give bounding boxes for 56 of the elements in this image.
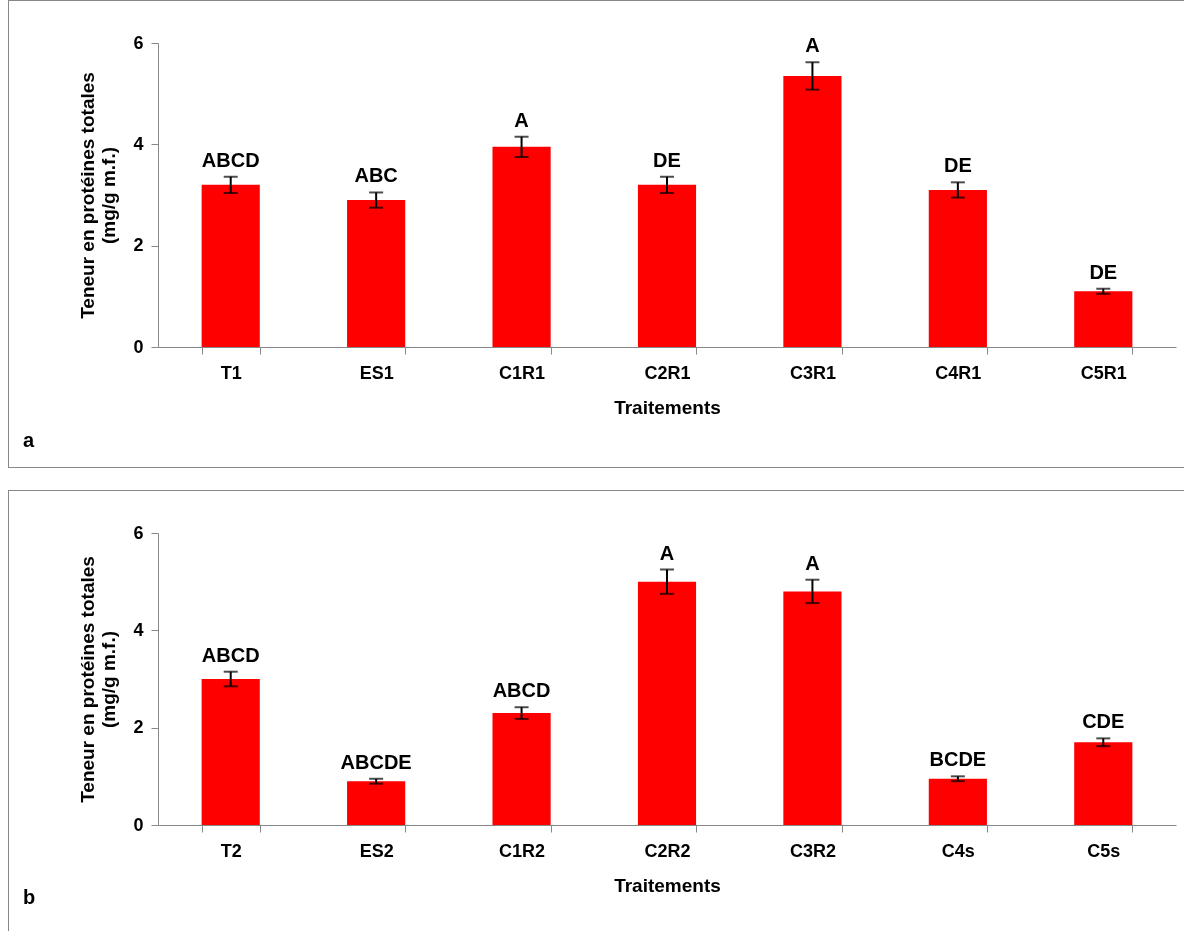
x-tick-label: C1R2 — [499, 840, 546, 861]
bar — [201, 679, 260, 825]
annotation: DE — [1089, 260, 1118, 283]
bar — [783, 591, 842, 825]
annotation: ABCD — [201, 148, 260, 171]
annotation: A — [659, 541, 675, 564]
bar — [783, 75, 842, 347]
annotation: ABCD — [492, 679, 551, 702]
bar — [1074, 742, 1133, 825]
annotation: DE — [943, 154, 972, 177]
x-tick-label: C4s — [941, 840, 975, 861]
annotation: ABC — [354, 164, 398, 187]
y-tick-label: 0 — [133, 336, 144, 357]
text: b — [23, 886, 36, 909]
bar — [637, 581, 697, 825]
annotation: ABCDE — [340, 750, 412, 773]
x-tick-label: C3R2 — [789, 840, 836, 861]
x-tick-label: C3R1 — [789, 362, 836, 383]
annotation: BCDE — [929, 748, 987, 771]
bar — [928, 189, 987, 347]
bar — [637, 184, 697, 347]
annotation: CDE — [1082, 710, 1125, 733]
bar — [1074, 291, 1133, 347]
bar — [347, 781, 406, 825]
x-tick-label: C5s — [1087, 840, 1121, 861]
y-tick-label: 2 — [133, 717, 144, 738]
x-tick-label: T2 — [220, 840, 242, 861]
y-tick-label: 0 — [133, 814, 144, 835]
annotation: ABCD — [201, 643, 260, 666]
y-tick-label: 4 — [133, 619, 144, 640]
x-tick-label: C5R1 — [1080, 362, 1127, 383]
y-tick-label: 6 — [133, 32, 144, 53]
bar — [928, 778, 987, 825]
text: a — [23, 429, 35, 452]
bar — [492, 146, 551, 347]
x-tick-label: ES1 — [359, 362, 394, 383]
x-tick-label: C2R2 — [644, 840, 691, 861]
y-axis-title: Teneur en protéines totales (mg/g m.f.) — [77, 72, 120, 319]
bar — [347, 200, 406, 347]
bar — [492, 713, 551, 825]
y-axis-title: Teneur en protéines totales (mg/g m.f.) — [77, 556, 120, 803]
annotation: A — [805, 34, 820, 57]
annotation: A — [805, 551, 820, 574]
x-tick-label: T1 — [220, 362, 242, 383]
x-tick-label: ES2 — [359, 840, 394, 861]
x-axis-title: Traitements — [614, 874, 721, 896]
x-tick-label: C2R1 — [644, 362, 691, 383]
annotation: A — [514, 108, 529, 131]
bar — [201, 184, 260, 347]
y-tick-label: 4 — [133, 133, 144, 154]
y-tick-label: 2 — [133, 235, 144, 256]
x-tick-label: C4R1 — [935, 362, 982, 383]
x-tick-label: C1R1 — [499, 362, 546, 383]
x-axis-title: Traitements — [614, 396, 721, 418]
y-tick-label: 6 — [133, 522, 144, 543]
annotation: DE — [653, 148, 681, 171]
